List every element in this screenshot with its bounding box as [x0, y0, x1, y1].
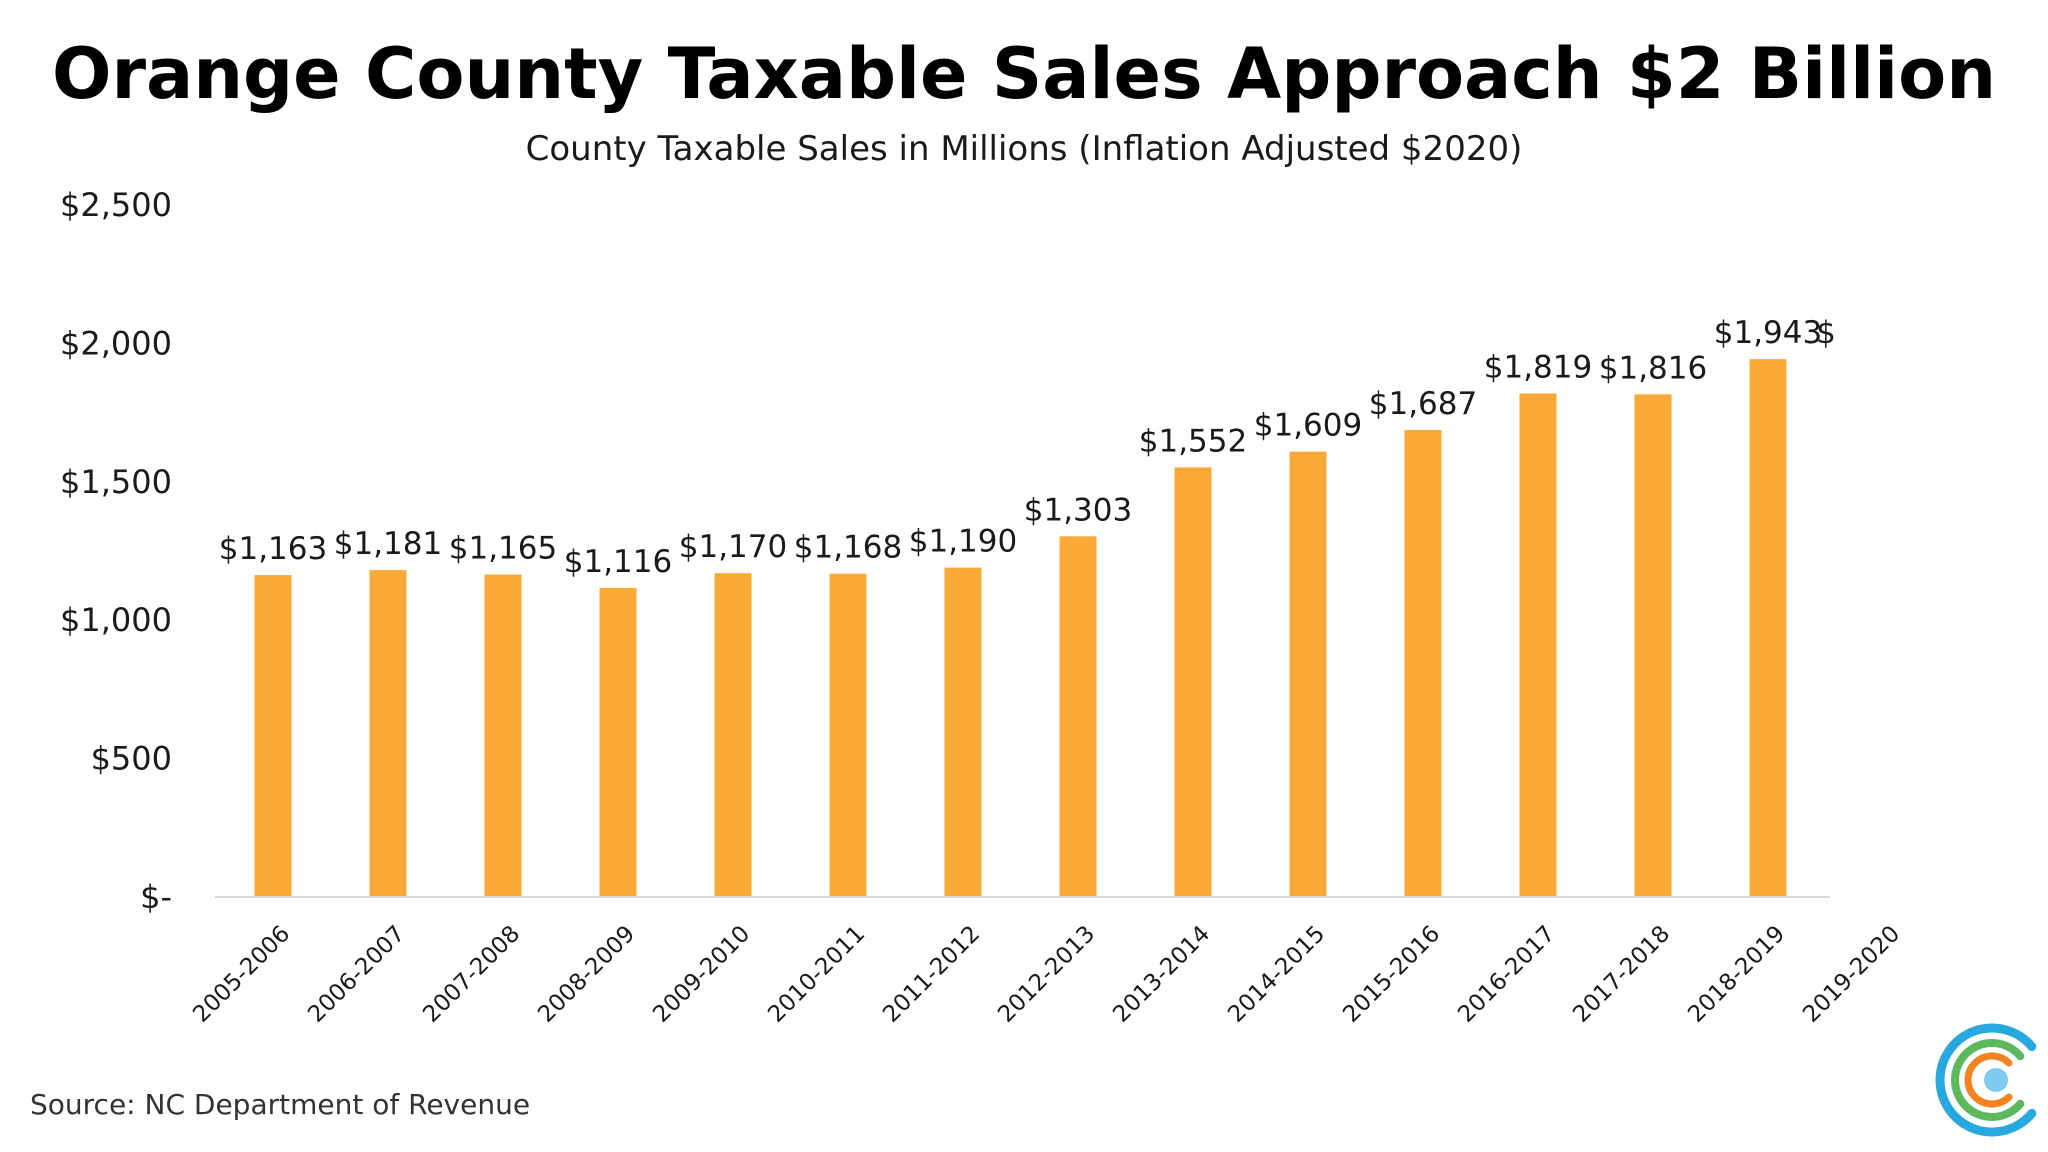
- data-label: $1,819: [1484, 350, 1592, 386]
- data-label: $1,552: [1139, 423, 1247, 459]
- data-label: $1,303: [1024, 492, 1132, 528]
- logo-dot: [1984, 1068, 2008, 1092]
- data-label: $1,687: [1369, 386, 1477, 422]
- x-tick-label: 2015-2016: [1338, 921, 1445, 1028]
- x-tick-label: 2017-2018: [1568, 921, 1675, 1028]
- x-axis: 2005-2006 2006-2007 2007-2008 2008-2009 2009…: [188, 896, 1905, 1028]
- x-tick-label: 2013-2014: [1108, 921, 1215, 1028]
- data-label: $1,170: [679, 529, 787, 565]
- y-tick-label: $500: [91, 740, 172, 778]
- chart-title: Orange County Taxable Sales Approach $2 …: [52, 33, 1996, 115]
- bar: [599, 588, 637, 897]
- x-tick-label: 2014-2015: [1223, 921, 1330, 1028]
- y-tick-label: $-: [140, 878, 172, 916]
- bar: [1174, 467, 1212, 897]
- bar: [1059, 536, 1097, 897]
- bar: [1289, 451, 1327, 897]
- chart-subtitle: County Taxable Sales in Millions (Inflat…: [526, 129, 1523, 169]
- y-tick-label: $2,500: [60, 186, 172, 224]
- x-tick-label: 2016-2017: [1453, 921, 1560, 1028]
- y-axis: $2,500 $2,000 $1,500 $1,000 $500 $-: [60, 186, 172, 916]
- data-label: $: [1816, 315, 1836, 351]
- x-tick-label: 2008-2009: [533, 921, 640, 1028]
- bar: [254, 575, 292, 897]
- bar: [829, 573, 867, 897]
- x-tick-label: 2012-2013: [993, 921, 1100, 1028]
- data-label: $1,165: [449, 531, 557, 567]
- data-label: $1,816: [1599, 350, 1707, 386]
- x-tick-label: 2006-2007: [303, 921, 410, 1028]
- bar: [369, 570, 407, 897]
- x-tick-label: 2011-2012: [878, 921, 985, 1028]
- data-label: $1,116: [564, 544, 672, 580]
- x-tick-label: 2019-2020: [1798, 921, 1905, 1028]
- x-tick-label: 2005-2006: [188, 921, 295, 1028]
- bars: [254, 359, 1787, 897]
- data-label: $1,181: [334, 526, 442, 562]
- bar: [714, 573, 752, 897]
- bar: [1404, 430, 1442, 897]
- y-tick-label: $1,000: [60, 601, 172, 639]
- data-label: $1,943: [1714, 315, 1822, 351]
- y-tick-label: $1,500: [60, 463, 172, 501]
- data-label: $1,168: [794, 530, 902, 566]
- bar: [944, 567, 982, 897]
- logo-outer-arc: [1935, 1023, 2037, 1137]
- data-labels: $1,163 $1,181 $1,165 $1,116 $1,170 $1,168 $1,1…: [219, 315, 1836, 580]
- logo-middle-arc: [1951, 1039, 2025, 1121]
- x-tick-label: 2007-2008: [418, 921, 525, 1028]
- source-note: Source: NC Department of Revenue: [30, 1088, 530, 1121]
- logo-inner-arc: [1964, 1052, 2013, 1108]
- bar: [1749, 359, 1787, 897]
- x-tick-label: 2010-2011: [763, 921, 870, 1028]
- x-tick-label: 2018-2019: [1683, 921, 1790, 1028]
- concentric-c-logo-icon: [1935, 1023, 2037, 1137]
- data-label: $1,609: [1254, 408, 1362, 444]
- x-tick-label: 2009-2010: [648, 921, 755, 1028]
- data-label: $1,190: [909, 524, 1017, 560]
- bar: [1634, 394, 1672, 897]
- bar: [484, 574, 522, 897]
- bar: [1519, 393, 1557, 897]
- data-label: $1,163: [219, 531, 327, 567]
- y-tick-label: $2,000: [60, 324, 172, 362]
